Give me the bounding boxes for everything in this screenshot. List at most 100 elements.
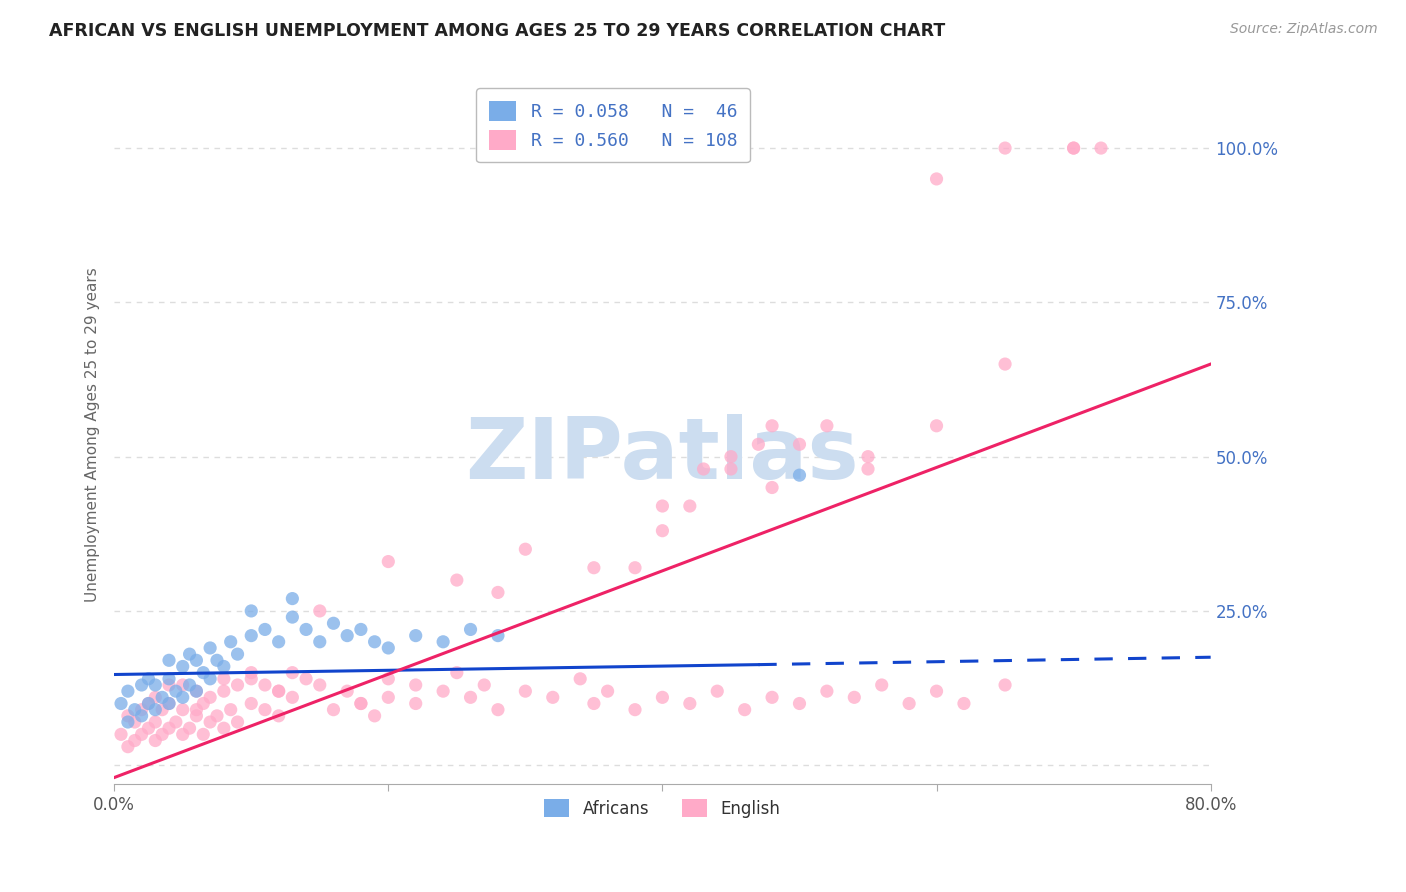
Point — [377, 640, 399, 655]
Point — [747, 437, 769, 451]
Point — [308, 634, 330, 648]
Point — [138, 697, 160, 711]
Point — [110, 727, 132, 741]
Point — [377, 690, 399, 705]
Point — [198, 690, 221, 705]
Point — [472, 678, 495, 692]
Point — [198, 640, 221, 655]
Point — [405, 629, 427, 643]
Point — [363, 709, 385, 723]
Point — [138, 697, 160, 711]
Point — [179, 721, 201, 735]
Point — [150, 690, 173, 705]
Point — [446, 573, 468, 587]
Point — [193, 697, 215, 711]
Point — [193, 727, 215, 741]
Point — [131, 678, 153, 692]
Text: Source: ZipAtlas.com: Source: ZipAtlas.com — [1230, 22, 1378, 37]
Legend: Africans, English: Africans, English — [537, 792, 787, 824]
Point — [308, 678, 330, 692]
Point — [1063, 141, 1085, 155]
Point — [117, 709, 139, 723]
Point — [1090, 141, 1112, 155]
Point — [198, 672, 221, 686]
Point — [186, 684, 208, 698]
Point — [336, 629, 359, 643]
Point — [994, 357, 1017, 371]
Point — [143, 733, 166, 747]
Point — [582, 560, 605, 574]
Y-axis label: Unemployment Among Ages 25 to 29 years: Unemployment Among Ages 25 to 29 years — [86, 268, 100, 602]
Point — [193, 665, 215, 680]
Point — [336, 684, 359, 698]
Point — [596, 684, 619, 698]
Text: AFRICAN VS ENGLISH UNEMPLOYMENT AMONG AGES 25 TO 29 YEARS CORRELATION CHART: AFRICAN VS ENGLISH UNEMPLOYMENT AMONG AG… — [49, 22, 945, 40]
Point — [994, 678, 1017, 692]
Point — [186, 709, 208, 723]
Point — [281, 665, 304, 680]
Point — [308, 604, 330, 618]
Point — [186, 653, 208, 667]
Point — [651, 524, 673, 538]
Point — [143, 703, 166, 717]
Point — [117, 739, 139, 754]
Point — [131, 703, 153, 717]
Point — [212, 659, 235, 673]
Point — [651, 690, 673, 705]
Point — [240, 665, 263, 680]
Point — [432, 634, 454, 648]
Point — [165, 684, 187, 698]
Point — [953, 697, 976, 711]
Point — [212, 721, 235, 735]
Point — [157, 678, 180, 692]
Point — [856, 450, 879, 464]
Point — [143, 714, 166, 729]
Point — [205, 709, 228, 723]
Point — [240, 697, 263, 711]
Point — [925, 418, 948, 433]
Point — [679, 697, 702, 711]
Point — [322, 616, 344, 631]
Point — [131, 709, 153, 723]
Point — [143, 690, 166, 705]
Point — [267, 684, 290, 698]
Point — [150, 703, 173, 717]
Point — [761, 418, 783, 433]
Point — [870, 678, 893, 692]
Point — [179, 678, 201, 692]
Point — [679, 499, 702, 513]
Point — [212, 684, 235, 698]
Point — [363, 634, 385, 648]
Point — [761, 690, 783, 705]
Point — [226, 647, 249, 661]
Text: ZIPatlas: ZIPatlas — [465, 415, 859, 498]
Point — [172, 659, 194, 673]
Point — [761, 481, 783, 495]
Point — [405, 678, 427, 692]
Point — [350, 697, 373, 711]
Point — [205, 653, 228, 667]
Point — [157, 721, 180, 735]
Point — [856, 462, 879, 476]
Point — [925, 172, 948, 186]
Point — [569, 672, 592, 686]
Point — [651, 499, 673, 513]
Point — [692, 462, 714, 476]
Point — [515, 542, 537, 557]
Point — [124, 733, 146, 747]
Point — [226, 678, 249, 692]
Point — [124, 714, 146, 729]
Point — [253, 678, 276, 692]
Point — [405, 697, 427, 711]
Point — [350, 623, 373, 637]
Point — [150, 727, 173, 741]
Point — [377, 672, 399, 686]
Point — [789, 437, 811, 451]
Point — [186, 684, 208, 698]
Point — [541, 690, 564, 705]
Point — [322, 703, 344, 717]
Point — [1063, 141, 1085, 155]
Point — [844, 690, 866, 705]
Point — [143, 678, 166, 692]
Point — [898, 697, 921, 711]
